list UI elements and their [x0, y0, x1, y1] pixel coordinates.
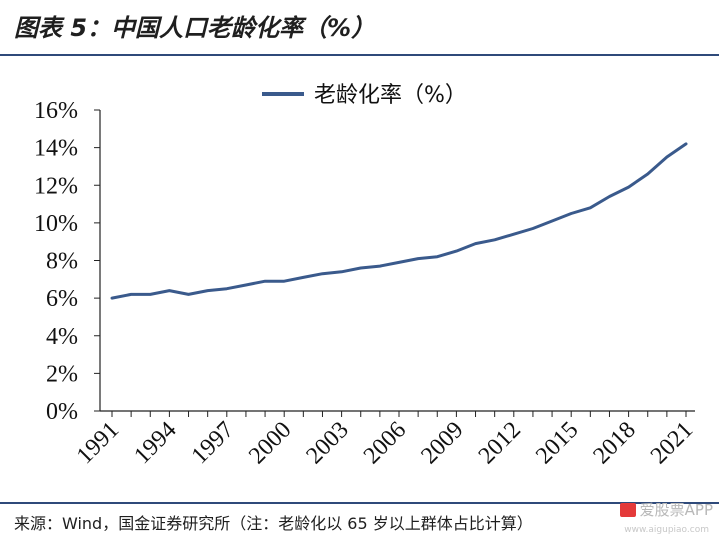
watermark-url: www.aigupiao.com [624, 525, 709, 535]
x-tick-label: 2012 [474, 417, 526, 469]
watermark-text: 爱股票APP [639, 501, 713, 519]
y-tick-label: 2% [46, 361, 78, 387]
y-tick-label: 4% [46, 324, 78, 350]
title-bar: 图表 5：中国人口老龄化率（%） [0, 0, 719, 56]
source-note: 来源：Wind，国金证券研究所（注：老龄化以 65 岁以上群体占比计算） [14, 514, 533, 533]
y-tick-label: 16% [34, 98, 78, 124]
y-tick-label: 14% [34, 136, 78, 162]
x-tick-label: 1994 [129, 417, 181, 469]
y-tick-label: 12% [34, 173, 78, 199]
y-tick-label: 6% [46, 286, 78, 312]
x-tick-label: 2006 [359, 417, 411, 469]
x-tick-label: 2000 [244, 417, 296, 469]
x-tick-label: 2018 [589, 417, 641, 469]
x-tick-label: 2015 [531, 417, 583, 469]
x-tick-label: 1997 [187, 417, 239, 469]
chart-title: 图表 5：中国人口老龄化率（%） [14, 14, 376, 42]
watermark-logo-icon [619, 503, 636, 517]
y-tick-label: 0% [46, 399, 78, 425]
y-tick-label: 10% [34, 211, 78, 237]
footer-divider [0, 502, 719, 504]
line-chart: 0%2%4%6%8%10%12%14%16%1991 1994 1997 2000 20… [34, 83, 698, 469]
y-tick-label: 8% [46, 249, 78, 275]
x-tick-label: 2003 [302, 417, 354, 469]
x-tick-label: 1991 [72, 417, 124, 469]
x-tick-label: 2021 [646, 417, 698, 469]
legend-label: 老龄化率（%） [314, 83, 467, 108]
x-tick-label: 2009 [416, 417, 468, 469]
series-line-aging-rate [110, 142, 688, 300]
watermark: 爱股票APP [619, 499, 713, 520]
